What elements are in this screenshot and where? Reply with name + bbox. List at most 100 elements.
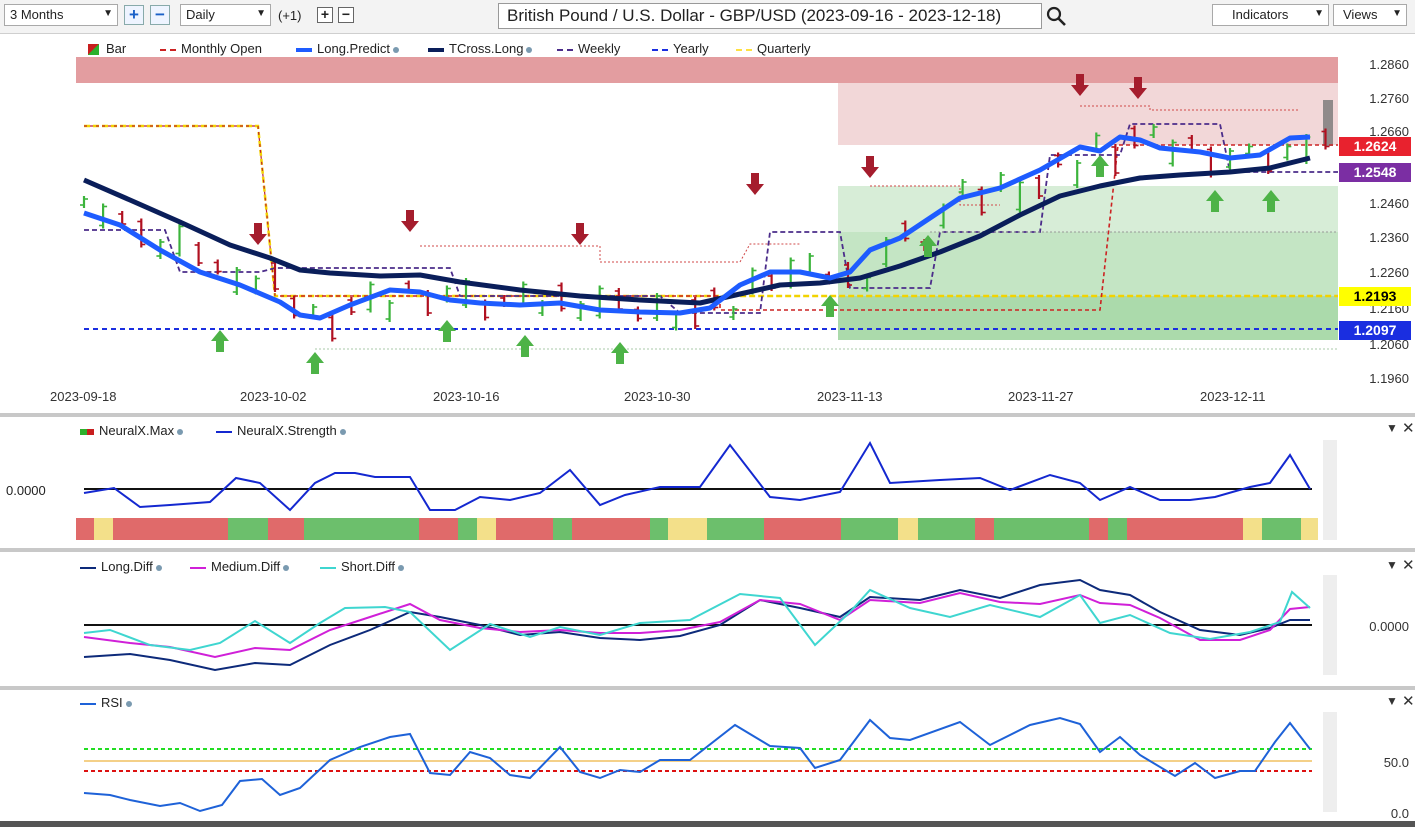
range-value: 3 Months	[10, 7, 64, 22]
settings-dot-icon[interactable]	[155, 564, 162, 571]
neural-segment	[572, 518, 650, 540]
neural-segment	[650, 518, 668, 540]
settings-dot-icon[interactable]	[177, 428, 184, 435]
panel-divider[interactable]	[0, 413, 1415, 417]
tcross-long-line	[83, 155, 1311, 306]
offset-label: (+1)	[278, 8, 302, 23]
settings-dot-icon[interactable]	[397, 564, 404, 571]
legend-quarterly[interactable]: Quarterly	[736, 41, 810, 56]
collapse-icon[interactable]: ▼	[1386, 558, 1398, 572]
buy-arrow-icon	[306, 352, 324, 374]
sell-arrow-icon	[746, 173, 764, 195]
legend-long-diff[interactable]: Long.Diff	[80, 559, 162, 574]
sell-arrow-icon	[1129, 77, 1147, 99]
diff-scroll	[1323, 575, 1337, 675]
dotted-resistance	[420, 243, 800, 263]
price-tick: 1.1960	[1369, 371, 1409, 386]
indicators-select[interactable]: Indicators ▼	[1212, 4, 1329, 26]
legend-yearly[interactable]: Yearly	[652, 41, 709, 56]
buy-arrow-icon	[1091, 155, 1109, 177]
legend-label: Short.Diff	[341, 559, 395, 574]
legend-medium-diff[interactable]: Medium.Diff	[190, 559, 290, 574]
panel-divider[interactable]	[0, 686, 1415, 690]
neural-segment	[994, 518, 1089, 540]
price-tick: 1.2460	[1369, 196, 1409, 211]
neuralx-max-bar	[76, 518, 1318, 540]
chevron-down-icon: ▼	[1392, 8, 1402, 19]
panel-divider[interactable]	[0, 548, 1415, 552]
date-tick: 2023-12-11	[1200, 389, 1266, 404]
interval-select[interactable]: Daily ▼	[180, 4, 271, 26]
legend-bar[interactable]: Bar	[88, 41, 126, 56]
symbol-title[interactable]: British Pound / U.S. Dollar - GBP/USD (2…	[498, 3, 1042, 29]
price-badge-monthly: 1.2624	[1339, 137, 1411, 156]
rsi-scroll	[1323, 712, 1337, 812]
search-icon[interactable]	[1046, 6, 1068, 29]
legend-neuralx-max[interactable]: NeuralX.Max	[80, 423, 184, 438]
settings-dot-icon[interactable]	[339, 428, 346, 435]
buy-arrow-icon	[919, 235, 937, 257]
settings-dot-icon[interactable]	[526, 46, 533, 53]
neural-scroll	[1323, 440, 1337, 540]
legend-label: RSI	[101, 695, 123, 710]
legend-long-predict[interactable]: Long.Predict	[296, 41, 399, 56]
legend-label: Medium.Diff	[211, 559, 281, 574]
weekly-line	[84, 123, 1338, 314]
bar-icon	[88, 44, 99, 56]
price-tick: 1.2760	[1369, 91, 1409, 106]
neural-segment	[764, 518, 841, 540]
collapse-icon[interactable]: ▼	[1386, 421, 1398, 435]
offset-plus-button[interactable]: +	[317, 7, 333, 23]
neural-segment	[1127, 518, 1243, 540]
chevron-down-icon: ▼	[256, 8, 266, 19]
zoom-in-button[interactable]: +	[124, 5, 144, 25]
price-tick: 1.2360	[1369, 230, 1409, 245]
neural-segment	[477, 518, 496, 540]
dotted-resistance-3	[1080, 105, 1300, 111]
legend-weekly[interactable]: Weekly	[557, 41, 620, 56]
collapse-icon[interactable]: ▼	[1386, 694, 1398, 708]
resistance-zone-upper	[838, 83, 1338, 145]
buy-arrow-icon	[516, 335, 534, 357]
status-bar	[0, 821, 1415, 827]
buy-arrow-icon	[438, 320, 456, 342]
close-icon[interactable]: ✕	[1402, 420, 1415, 437]
short-diff-line	[83, 588, 1311, 652]
diff-zero-label: 0.0000	[1369, 619, 1409, 634]
date-tick: 2023-11-27	[1008, 389, 1074, 404]
settings-dot-icon[interactable]	[125, 700, 132, 707]
rsi-tick: 50.0	[1383, 755, 1409, 770]
close-icon[interactable]: ✕	[1402, 693, 1415, 710]
legend-rsi[interactable]: RSI	[80, 695, 132, 710]
neural-segment	[553, 518, 572, 540]
buy-arrow-icon	[1206, 190, 1224, 212]
offset-minus-button[interactable]: −	[338, 7, 354, 23]
neural-segment	[458, 518, 477, 540]
legend-label: NeuralX.Max	[99, 423, 175, 438]
zoom-out-button[interactable]: −	[150, 5, 170, 25]
legend-label: Weekly	[578, 41, 621, 56]
legend-monthly-open[interactable]: Monthly Open	[160, 41, 262, 56]
settings-dot-icon[interactable]	[283, 564, 290, 571]
legend-tcross-long[interactable]: TCross.Long	[428, 41, 533, 56]
price-tick: 1.2860	[1369, 57, 1409, 72]
neural-segment	[841, 518, 898, 540]
legend-short-diff[interactable]: Short.Diff	[320, 559, 404, 574]
neural-segment	[1262, 518, 1301, 540]
price-badge-weekly: 1.2548	[1339, 163, 1411, 182]
range-select[interactable]: 3 Months ▼	[4, 4, 118, 26]
neural-segment	[1243, 518, 1262, 540]
dotted-resistance-2	[870, 185, 1000, 206]
close-icon[interactable]: ✕	[1402, 557, 1415, 574]
neural-segment	[1301, 518, 1318, 540]
neural-segment	[228, 518, 268, 540]
neural-segment	[268, 518, 304, 540]
settings-dot-icon[interactable]	[393, 46, 399, 53]
resistance-zone	[76, 57, 1338, 83]
legend-neuralx-strength[interactable]: NeuralX.Strength	[216, 423, 346, 438]
views-select[interactable]: Views ▼	[1333, 4, 1407, 26]
neural-segment	[113, 518, 228, 540]
legend-label: Long.Diff	[101, 559, 153, 574]
sell-arrow-icon	[861, 156, 879, 178]
